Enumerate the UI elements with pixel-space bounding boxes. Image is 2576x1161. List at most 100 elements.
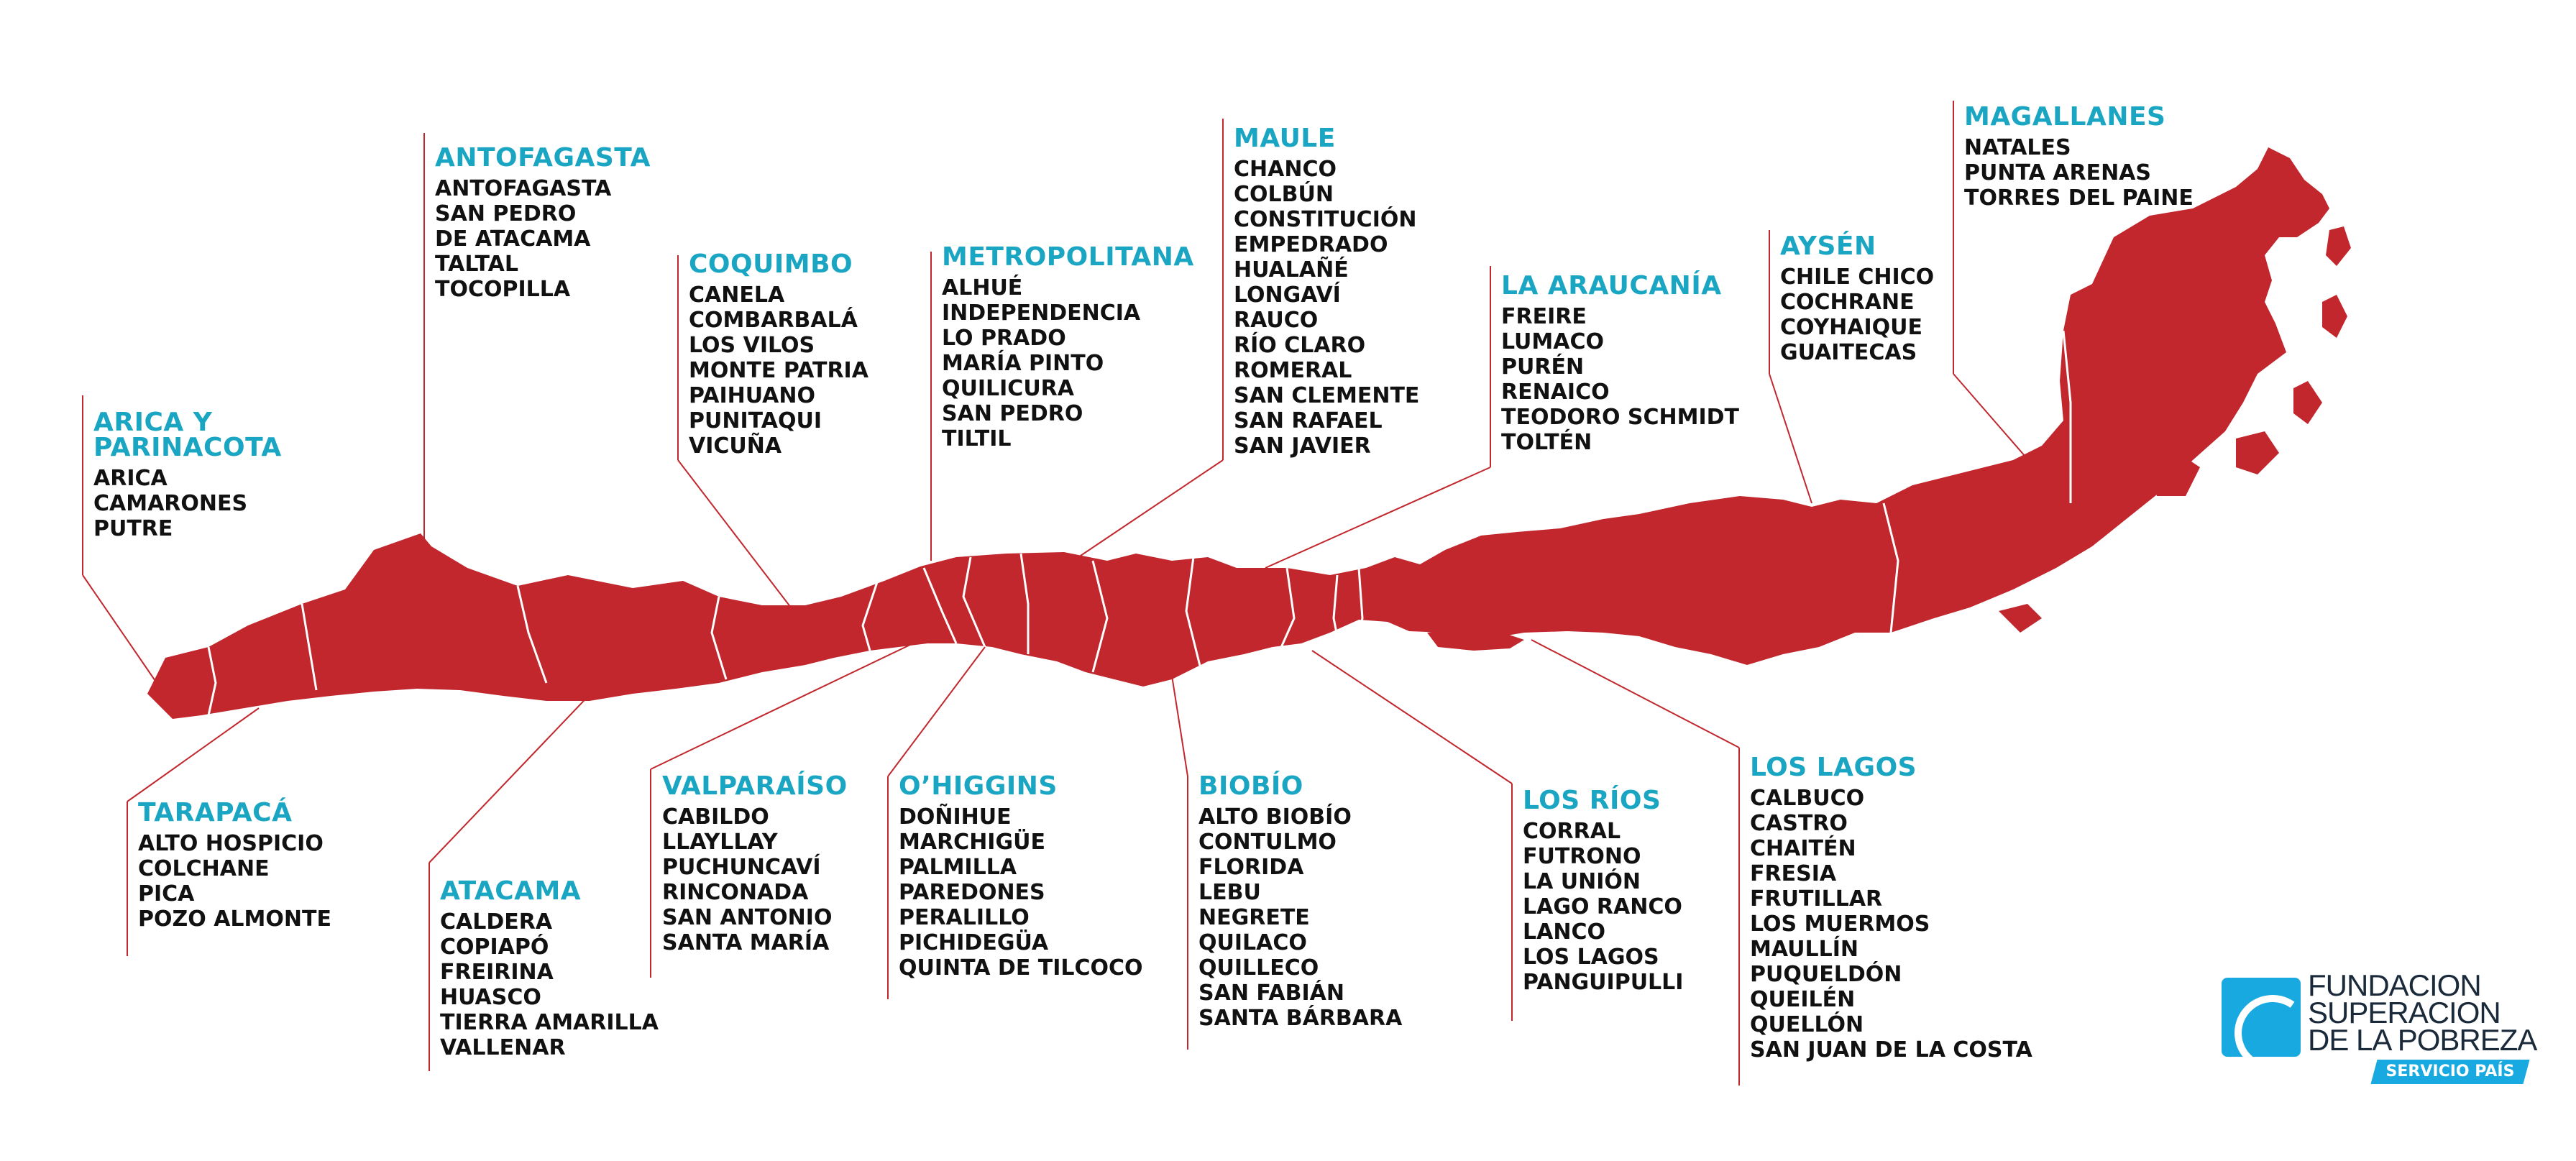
- region-title: MAULE: [1234, 124, 1336, 153]
- servicio-pais-badge: SERVICIO PAÍS: [2370, 1060, 2530, 1084]
- commune-list: CHANCO COLBÚN CONSTITUCIÓN EMPEDRADO HUALAÑÉ…: [1234, 157, 1419, 459]
- commune-list: ANTOFAGASTA SAN PEDRO DE ATACAMA TALTAL TOCO…: [435, 176, 651, 302]
- boundary-arica-tarapaca: [207, 646, 217, 716]
- region-valparaiso: VALPARAÍSO CABILDO LLAYLLAY PUCHUNCAVÍ RINCO…: [662, 771, 848, 956]
- commune-item: ARICA: [93, 466, 168, 491]
- boundary-tarapaca-antofagasta: [301, 603, 318, 691]
- commune-item: CONSTITUCIÓN: [1234, 207, 1417, 232]
- commune-item: TEODORO SCHMIDT: [1501, 405, 1740, 430]
- commune-item: PICHIDEGÜA: [899, 930, 1049, 955]
- commune-item: FRESIA: [1750, 861, 1837, 886]
- commune-item: ALHUÉ: [942, 275, 1023, 300]
- chile-mainland-shape: [147, 147, 2329, 719]
- logo-line-3: DE LA POBREZA: [2308, 1023, 2537, 1057]
- commune-item: TILTIL: [942, 426, 1012, 451]
- commune-item: PUNITAQUI: [689, 408, 822, 433]
- commune-item: HUALAÑÉ: [1234, 257, 1349, 283]
- region-tarapaca: TARAPACÁ ALTO HOSPICIO COLCHANE PICA POZO AL…: [138, 800, 331, 932]
- boundary-aysen-magallanes: [2062, 330, 2072, 503]
- commune-item: PANGUIPULLI: [1523, 970, 1684, 995]
- fjord-island-shape: [2236, 431, 2279, 474]
- fjord-island-shape: [2326, 226, 2351, 266]
- commune-item: LEBU: [1198, 880, 1261, 905]
- commune-list: CANELA COMBARBALÁ LOS VILOS MONTE PATRIA PAI…: [689, 283, 868, 459]
- region-title: BIOBÍO: [1198, 771, 1303, 801]
- commune-item: TOCOPILLA: [435, 277, 571, 302]
- commune-item: POZO ALMONTE: [138, 907, 331, 932]
- commune-item: QUILICURA: [942, 376, 1074, 401]
- commune-item: TIERRA AMARILLA: [440, 1010, 659, 1035]
- commune-item: PERALILLO: [899, 905, 1030, 930]
- region-title: LOS LAGOS: [1750, 753, 1917, 782]
- commune-item: LO PRADO: [942, 326, 1066, 351]
- region-title: TARAPACÁ: [138, 798, 293, 827]
- boundary-coquimbo-valparaiso: [861, 582, 879, 651]
- commune-item: CALDERA: [440, 909, 553, 935]
- commune-item: PAREDONES: [899, 880, 1045, 905]
- commune-item: VALLENAR: [440, 1035, 566, 1060]
- fundacion-logo-mark: [2222, 978, 2317, 1078]
- commune-list: DOÑIHUE MARCHIGÜE PALMILLA PAREDONES PERALIL…: [899, 804, 1143, 981]
- commune-item: CORRAL: [1523, 819, 1621, 844]
- commune-item: ALTO HOSPICIO: [138, 831, 324, 856]
- leader-line-connector: [1171, 675, 1188, 777]
- boundary-atacama-coquimbo: [710, 596, 728, 680]
- commune-item: LUMACO: [1501, 329, 1604, 354]
- boundary-nuble-biobio: [1185, 556, 1202, 669]
- commune-item: LAGO RANCO: [1523, 894, 1682, 919]
- leader-line-connector: [127, 707, 260, 802]
- commune-item: FREIRINA: [440, 960, 554, 985]
- region-antofagasta: ANTOFAGASTA ANTOFAGASTA SAN PEDRO DE ATACAM…: [435, 145, 651, 303]
- region-title: AYSÉN: [1780, 231, 1876, 261]
- commune-item: CABILDO: [662, 804, 769, 830]
- commune-list: CABILDO LLAYLLAY PUCHUNCAVÍ RINCONADA SAN AN…: [662, 804, 848, 955]
- commune-item: DE ATACAMA: [435, 226, 591, 252]
- servicio-pais-label: SERVICIO PAÍS: [2385, 1063, 2515, 1080]
- commune-item: COLBÚN: [1234, 182, 1334, 207]
- commune-list: ALTO BIOBÍO CONTULMO FLORIDA LEBU NEGRETE QUI…: [1198, 804, 1402, 1031]
- commune-item: SAN JAVIER: [1234, 433, 1371, 459]
- commune-item: FRUTILLAR: [1750, 886, 1883, 912]
- region-aysen: AYSÉN CHILE CHICO COCHRANE COYHAIQUE GUAITEC…: [1780, 231, 1934, 366]
- commune-item: QUILACO: [1198, 930, 1307, 955]
- leader-line-connector: [650, 643, 914, 770]
- region-title: O’HIGGINS: [899, 771, 1058, 801]
- commune-item: RENAICO: [1501, 380, 1610, 405]
- commune-item: PALMILLA: [899, 855, 1017, 880]
- commune-item: ROMERAL: [1234, 358, 1352, 383]
- fundacion-logo-text: FUNDACION SUPERACION DE LA POBREZA: [2308, 970, 2537, 1057]
- commune-item: SAN JUAN DE LA COSTA: [1750, 1037, 2032, 1063]
- commune-item: FUTRONO: [1523, 844, 1641, 869]
- commune-item: COPIAPÓ: [440, 935, 549, 960]
- commune-item: CANELA: [689, 283, 785, 308]
- region-title: COQUIMBO: [689, 249, 853, 279]
- leader-line-connector: [1953, 373, 2035, 468]
- boundary-metropolitana-ohiggins: [962, 556, 986, 648]
- commune-item: QUILLECO: [1198, 955, 1319, 981]
- commune-item: NATALES: [1964, 135, 2071, 160]
- commune-item: CALBUCO: [1750, 786, 1865, 811]
- region-title: MAGALLANES: [1964, 102, 2166, 132]
- boundary-losrios-loslagos: [1357, 567, 1364, 633]
- commune-item: QUELLÓN: [1750, 1012, 1864, 1037]
- logo-arc-icon: [2228, 988, 2317, 1078]
- commune-list: NATALES PUNTA ARENAS TORRES DEL PAINE: [1964, 135, 2194, 211]
- commune-item: LANCO: [1523, 919, 1605, 945]
- region-title: VALPARAÍSO: [662, 771, 848, 801]
- commune-item: ANTOFAGASTA: [435, 176, 612, 201]
- boundary-valparaiso-metropolitana: [922, 567, 958, 644]
- region-los-lagos: LOS LAGOS CALBUCO CASTRO CHAITÉN FRESIA FRUTI…: [1750, 755, 2032, 1063]
- fjord-island-shape: [2293, 381, 2322, 424]
- chiloe-island-shape: [1427, 627, 1524, 651]
- commune-item: HUASCO: [440, 985, 541, 1010]
- commune-item: CHAITÉN: [1750, 836, 1856, 861]
- region-magallanes: MAGALLANES NATALES PUNTA ARENAS TORRES DEL …: [1964, 104, 2194, 211]
- commune-item: LOS VILOS: [689, 333, 815, 358]
- commune-item: FREIRE: [1501, 304, 1587, 329]
- commune-item: TALTAL: [435, 252, 518, 277]
- boundary-maule-nuble: [1091, 560, 1109, 673]
- commune-item: SANTA MARÍA: [662, 930, 830, 955]
- commune-list: ALHUÉ INDEPENDENCIA LO PRADO MARÍA PINTO QUI…: [942, 275, 1194, 451]
- region-biobio: BIOBÍO ALTO BIOBÍO CONTULMO FLORIDA LEBU NEGR…: [1198, 771, 1402, 1032]
